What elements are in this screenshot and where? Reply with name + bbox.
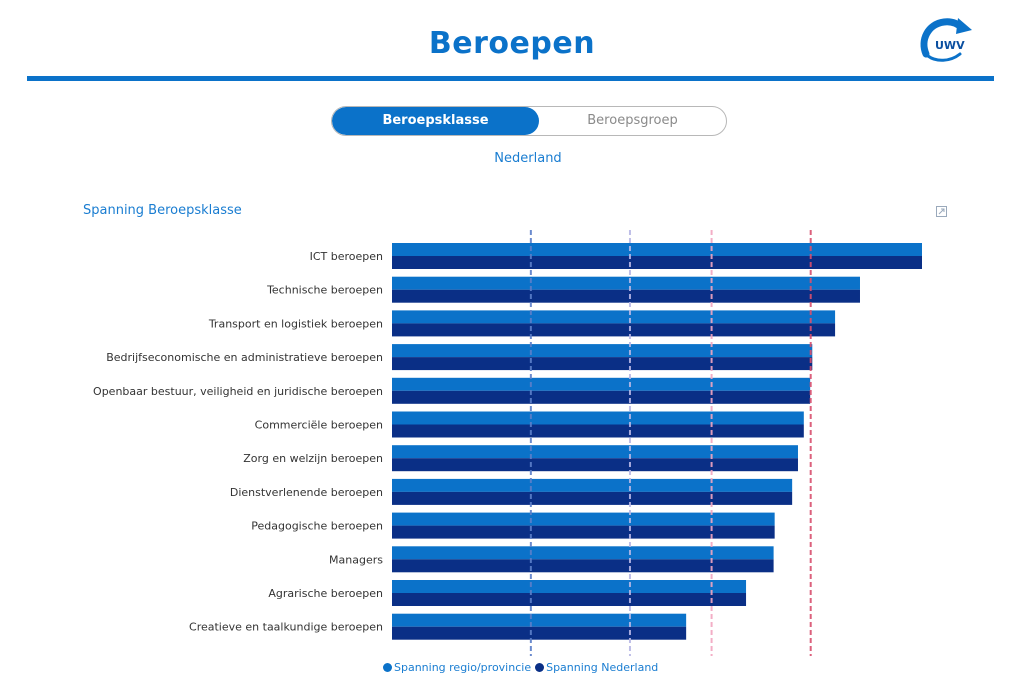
- uwv-logo-icon: [920, 18, 972, 62]
- legend-item-nederland[interactable]: Spanning Nederland: [535, 661, 658, 674]
- bar-creatieve-en-taalkundige-beroepen-regio[interactable]: [392, 613, 687, 627]
- category-label-dienstverlenende-beroepen: Dienstverlenende beroepen: [230, 486, 383, 499]
- bar-openbaar-bestuur-veiligheid-en-juridische-beroepen-regio[interactable]: [392, 377, 811, 391]
- category-label-creatieve-en-taalkundige-beroepen: Creatieve en taalkundige beroepen: [189, 621, 383, 634]
- bar-bedrijfseconomische-en-administratieve-beroepen-nederland[interactable]: [392, 357, 813, 371]
- bar-dienstverlenende-beroepen-regio[interactable]: [392, 478, 793, 492]
- bar-creatieve-en-taalkundige-beroepen-nederland[interactable]: [392, 626, 687, 640]
- bar-transport-en-logistiek-beroepen-nederland[interactable]: [392, 323, 836, 337]
- bar-managers-regio[interactable]: [392, 546, 774, 560]
- bar-zorg-en-welzijn-beroepen-regio[interactable]: [392, 445, 798, 459]
- bar-zorg-en-welzijn-beroepen-nederland[interactable]: [392, 458, 798, 472]
- toggle-beroepsgroep[interactable]: Beroepsgroep: [587, 113, 678, 128]
- legend-label-regio: Spanning regio/provincie: [394, 661, 532, 674]
- bar-transport-en-logistiek-beroepen-regio[interactable]: [392, 310, 836, 324]
- bar-pedagogische-beroepen-nederland[interactable]: [392, 525, 775, 539]
- bar-agrarische-beroepen-nederland[interactable]: [392, 593, 747, 606]
- expand-icon[interactable]: [936, 206, 947, 217]
- category-label-agrarische-beroepen: Agrarische beroepen: [268, 587, 383, 600]
- legend-item-regio[interactable]: Spanning regio/provincie: [383, 661, 531, 674]
- bar-dienstverlenende-beroepen-nederland[interactable]: [392, 491, 793, 505]
- bar-technische-beroepen-regio[interactable]: [392, 276, 860, 290]
- bar-pedagogische-beroepen-regio[interactable]: [392, 512, 775, 526]
- category-label-zorg-en-welzijn-beroepen: Zorg en welzijn beroepen: [243, 452, 383, 465]
- legend-dot-regio-icon: [383, 663, 392, 672]
- category-label-pedagogische-beroepen: Pedagogische beroepen: [251, 520, 383, 533]
- bar-managers-nederland[interactable]: [392, 559, 774, 573]
- bar-ict-beroepen-regio[interactable]: [392, 243, 922, 256]
- region-label: Nederland: [494, 151, 562, 166]
- header-divider: [27, 76, 994, 81]
- bar-commerciele-beroepen-regio[interactable]: [392, 411, 804, 425]
- category-label-bedrijfseconomische-en-administratieve-beroepen: Bedrijfseconomische en administratieve b…: [106, 351, 383, 364]
- category-label-commerciele-beroepen: Commerciële beroepen: [255, 419, 383, 432]
- bar-technische-beroepen-nederland[interactable]: [392, 289, 860, 303]
- legend-dot-nederland-icon: [535, 663, 545, 672]
- category-label-ict-beroepen: ICT beroepen: [310, 250, 383, 263]
- category-label-managers: Managers: [329, 553, 383, 566]
- page-title: Beroepen: [428, 26, 596, 61]
- bar-agrarische-beroepen-regio[interactable]: [392, 580, 747, 593]
- category-label-openbaar-bestuur-veiligheid-en-juridische-beroepen: Openbaar bestuur, veiligheid en juridisc…: [93, 385, 383, 398]
- chart-legend: Spanning regio/provincie Spanning Nederl…: [383, 661, 662, 674]
- category-label-transport-en-logistiek-beroepen: Transport en logistiek beroepen: [208, 317, 383, 330]
- category-label-technische-beroepen: Technische beroepen: [266, 284, 383, 297]
- logo-text: UWV: [935, 39, 965, 52]
- bar-ict-beroepen-nederland[interactable]: [392, 256, 922, 269]
- chart-title: Spanning Beroepsklasse: [83, 203, 242, 218]
- bar-commerciele-beroepen-nederland[interactable]: [392, 424, 804, 438]
- view-toggle: Beroepsklasse Beroepsgroep: [331, 106, 727, 136]
- toggle-beroepsklasse[interactable]: Beroepsklasse: [332, 107, 539, 135]
- bar-openbaar-bestuur-veiligheid-en-juridische-beroepen-nederland[interactable]: [392, 390, 811, 404]
- bar-bedrijfseconomische-en-administratieve-beroepen-regio[interactable]: [392, 344, 813, 358]
- legend-label-nederland: Spanning Nederland: [546, 661, 659, 674]
